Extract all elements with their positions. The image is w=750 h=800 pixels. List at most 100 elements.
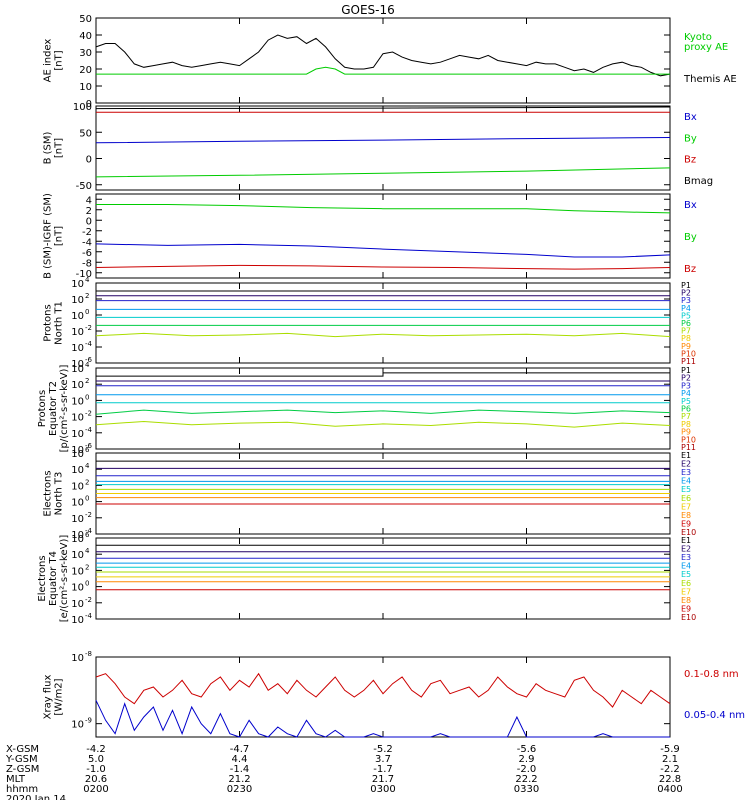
- legend-item: P1: [681, 366, 691, 375]
- legend-item: E7: [681, 502, 691, 511]
- x-tick-value: -2.2: [660, 764, 680, 775]
- y-tick-label: 10: [79, 82, 92, 93]
- legend-item: P11: [681, 443, 696, 452]
- y-axis-label: Xray flux: [43, 675, 54, 720]
- x-tick-value: -2.0: [517, 764, 537, 775]
- legend-item: 0.1-0.8 nm: [684, 669, 739, 680]
- y-tick-label: 50: [79, 14, 92, 25]
- x-tick-value: 0230: [227, 784, 252, 795]
- y-tick-label: 10: [71, 653, 84, 664]
- y-tick-label: 2: [86, 206, 92, 217]
- legend-item: By: [684, 133, 697, 144]
- y-axis-label: Electrons: [43, 470, 54, 516]
- y-tick-label: 10: [71, 311, 84, 322]
- series-line-bsm-3: [95, 167, 671, 178]
- x-row-label: hhmm: [6, 784, 38, 795]
- legend-item: P4: [681, 389, 691, 398]
- x-tick-value: -1.4: [230, 764, 250, 775]
- y-axis-label: North T1: [54, 301, 65, 345]
- legend-item: 0.05-0.4 nm: [684, 710, 745, 721]
- y-tick-label: -6: [82, 248, 92, 259]
- legend-item: E5: [681, 485, 691, 494]
- y-axis-label: AE index: [43, 39, 54, 83]
- legend-item: P5: [681, 311, 691, 320]
- y-axis-label: B (SM): [43, 131, 54, 164]
- series-line-pt2-5: [95, 409, 671, 415]
- x-tick-value: 21.2: [228, 774, 250, 785]
- series-line-bsm-0: [95, 106, 671, 110]
- y-tick-exponent: 0: [85, 308, 89, 316]
- legend-item: P1: [681, 281, 691, 290]
- x-tick-value: 5.0: [88, 754, 104, 765]
- y-tick-label: 10: [71, 583, 84, 594]
- legend-item: E9: [681, 604, 691, 613]
- panel-frame: [95, 282, 671, 364]
- panel-frame: [95, 367, 671, 450]
- x-tick-value: 22.8: [659, 774, 681, 785]
- x-tick-value: 20.6: [85, 774, 107, 785]
- legend-item: P10: [681, 349, 696, 358]
- x-row-label: X-GSM: [6, 744, 39, 755]
- y-axis-label: Protons: [43, 304, 54, 341]
- legend-item: E1: [681, 536, 691, 545]
- legend-item: E10: [681, 613, 696, 622]
- legend-item: E3: [681, 553, 691, 562]
- legend-item: Bmag: [684, 176, 713, 187]
- y-tick-label: 10: [71, 534, 84, 545]
- legend-item: E6: [681, 579, 691, 588]
- y-tick-label: 10: [71, 343, 84, 354]
- legend-item: By: [684, 232, 697, 243]
- legend-item: P10: [681, 435, 696, 444]
- panel-frame: [95, 105, 671, 191]
- y-tick-label: 10: [71, 364, 84, 375]
- legend-item: E8: [681, 511, 691, 520]
- x-tick-value: -5.9: [660, 744, 680, 755]
- x-tick-value: 0200: [83, 784, 108, 795]
- y-tick-label: 10: [71, 396, 84, 407]
- x-tick-value: -5.2: [373, 744, 393, 755]
- y-tick-label: 10: [71, 550, 84, 561]
- x-tick-value: -1.0: [86, 764, 106, 775]
- panel-frame: [95, 193, 671, 279]
- y-tick-exponent: -4: [85, 426, 93, 434]
- panel-frame: [95, 656, 671, 738]
- y-tick-exponent: -9: [85, 717, 92, 725]
- legend-item: P7: [681, 327, 691, 336]
- y-tick-label: 10: [71, 514, 84, 525]
- legend-item: P2: [681, 374, 691, 383]
- y-tick-exponent: -6: [85, 356, 93, 364]
- y-tick-label: 10: [71, 429, 84, 440]
- y-tick-exponent: -2: [85, 324, 92, 332]
- x-tick-value: 21.7: [372, 774, 394, 785]
- series-line-digrf-1: [95, 243, 671, 258]
- y-tick-label: 10: [71, 481, 84, 492]
- y-tick-label: 10: [71, 465, 84, 476]
- y-tick-exponent: 2: [85, 292, 89, 300]
- legend-item: P8: [681, 420, 691, 429]
- y-axis-label: [nT]: [54, 226, 65, 246]
- legend-item: E7: [681, 587, 691, 596]
- x-tick-value: 0330: [514, 784, 539, 795]
- legend-item: Bz: [684, 155, 696, 166]
- legend-item: P5: [681, 397, 691, 406]
- series-line-pt1-6: [95, 332, 671, 338]
- y-tick-label: 0: [86, 99, 92, 110]
- x-tick-value: -4.7: [230, 744, 250, 755]
- y-tick-label: 10: [71, 498, 84, 509]
- y-axis-label: B (SM)-IGRF (SM): [43, 193, 54, 279]
- x-row-label: Z-GSM: [6, 764, 39, 775]
- x-tick-value: 0300: [370, 784, 395, 795]
- y-tick-exponent: 4: [85, 462, 90, 470]
- x-tick-value: 4.4: [232, 754, 248, 765]
- legend-item: E4: [681, 562, 691, 571]
- y-axis-label: Equator T2: [48, 381, 59, 436]
- y-axis-label: [p/(cm²-s-sr-keV)]: [59, 365, 70, 453]
- legend-item: E1: [681, 451, 691, 460]
- y-axis-label: North T3: [54, 472, 65, 516]
- y-tick-exponent: 6: [85, 446, 90, 454]
- x-tick-value: 2.1: [662, 754, 678, 765]
